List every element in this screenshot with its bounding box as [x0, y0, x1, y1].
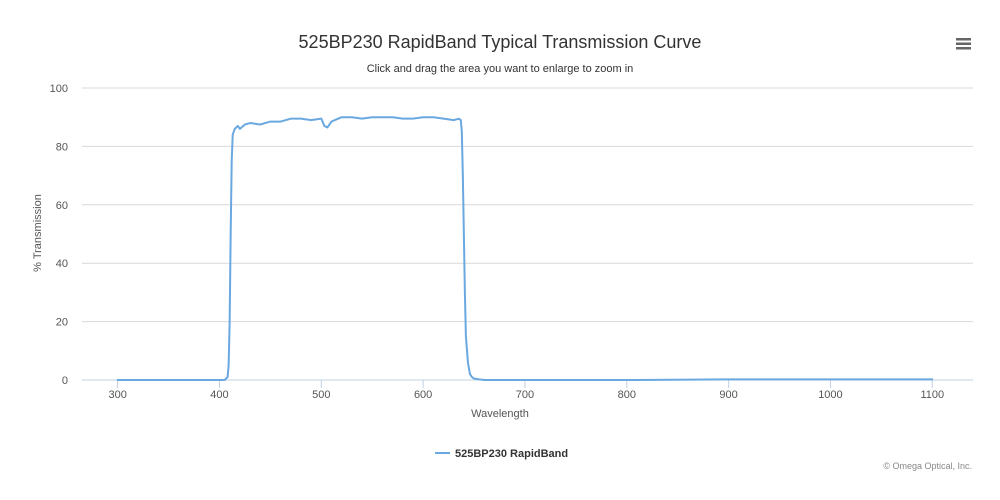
x-tick-label: 900: [719, 389, 737, 401]
series-line[interactable]: [116, 116, 934, 381]
y-tick-label: 40: [56, 258, 68, 270]
legend-item-label[interactable]: 525BP230 RapidBand: [455, 448, 568, 460]
y-axis-title: % Transmission: [32, 194, 44, 272]
x-tick-label: 300: [108, 389, 126, 401]
grid-lines: 0 20 40 60 80 100: [50, 83, 973, 387]
y-tick-label: 80: [56, 141, 68, 153]
chart-subtitle: Click and drag the area you want to enla…: [367, 63, 634, 75]
x-tick-label: 500: [312, 389, 330, 401]
x-axis-title: Wavelength: [471, 408, 529, 420]
y-tick-label: 100: [50, 83, 68, 95]
legend[interactable]: 525BP230 RapidBand: [435, 448, 568, 460]
y-tick-label: 20: [56, 317, 68, 329]
x-tick-label: 800: [618, 389, 636, 401]
y-tick-label: 0: [62, 375, 68, 387]
plot-area[interactable]: [116, 116, 934, 381]
x-tick-label: 600: [414, 389, 432, 401]
x-tick-label: 1000: [818, 389, 842, 401]
x-axis: 300 400 500 600 700 800 900 1000 1100: [82, 379, 973, 401]
x-tick-label: 700: [516, 389, 534, 401]
chart-title: 525BP230 RapidBand Typical Transmission …: [299, 32, 702, 52]
hamburger-menu-icon[interactable]: [952, 33, 974, 53]
credits-label[interactable]: © Omega Optical, Inc.: [883, 461, 972, 471]
x-tick-label: 1100: [920, 389, 944, 401]
y-tick-label: 60: [56, 200, 68, 212]
x-tick-label: 400: [210, 389, 228, 401]
